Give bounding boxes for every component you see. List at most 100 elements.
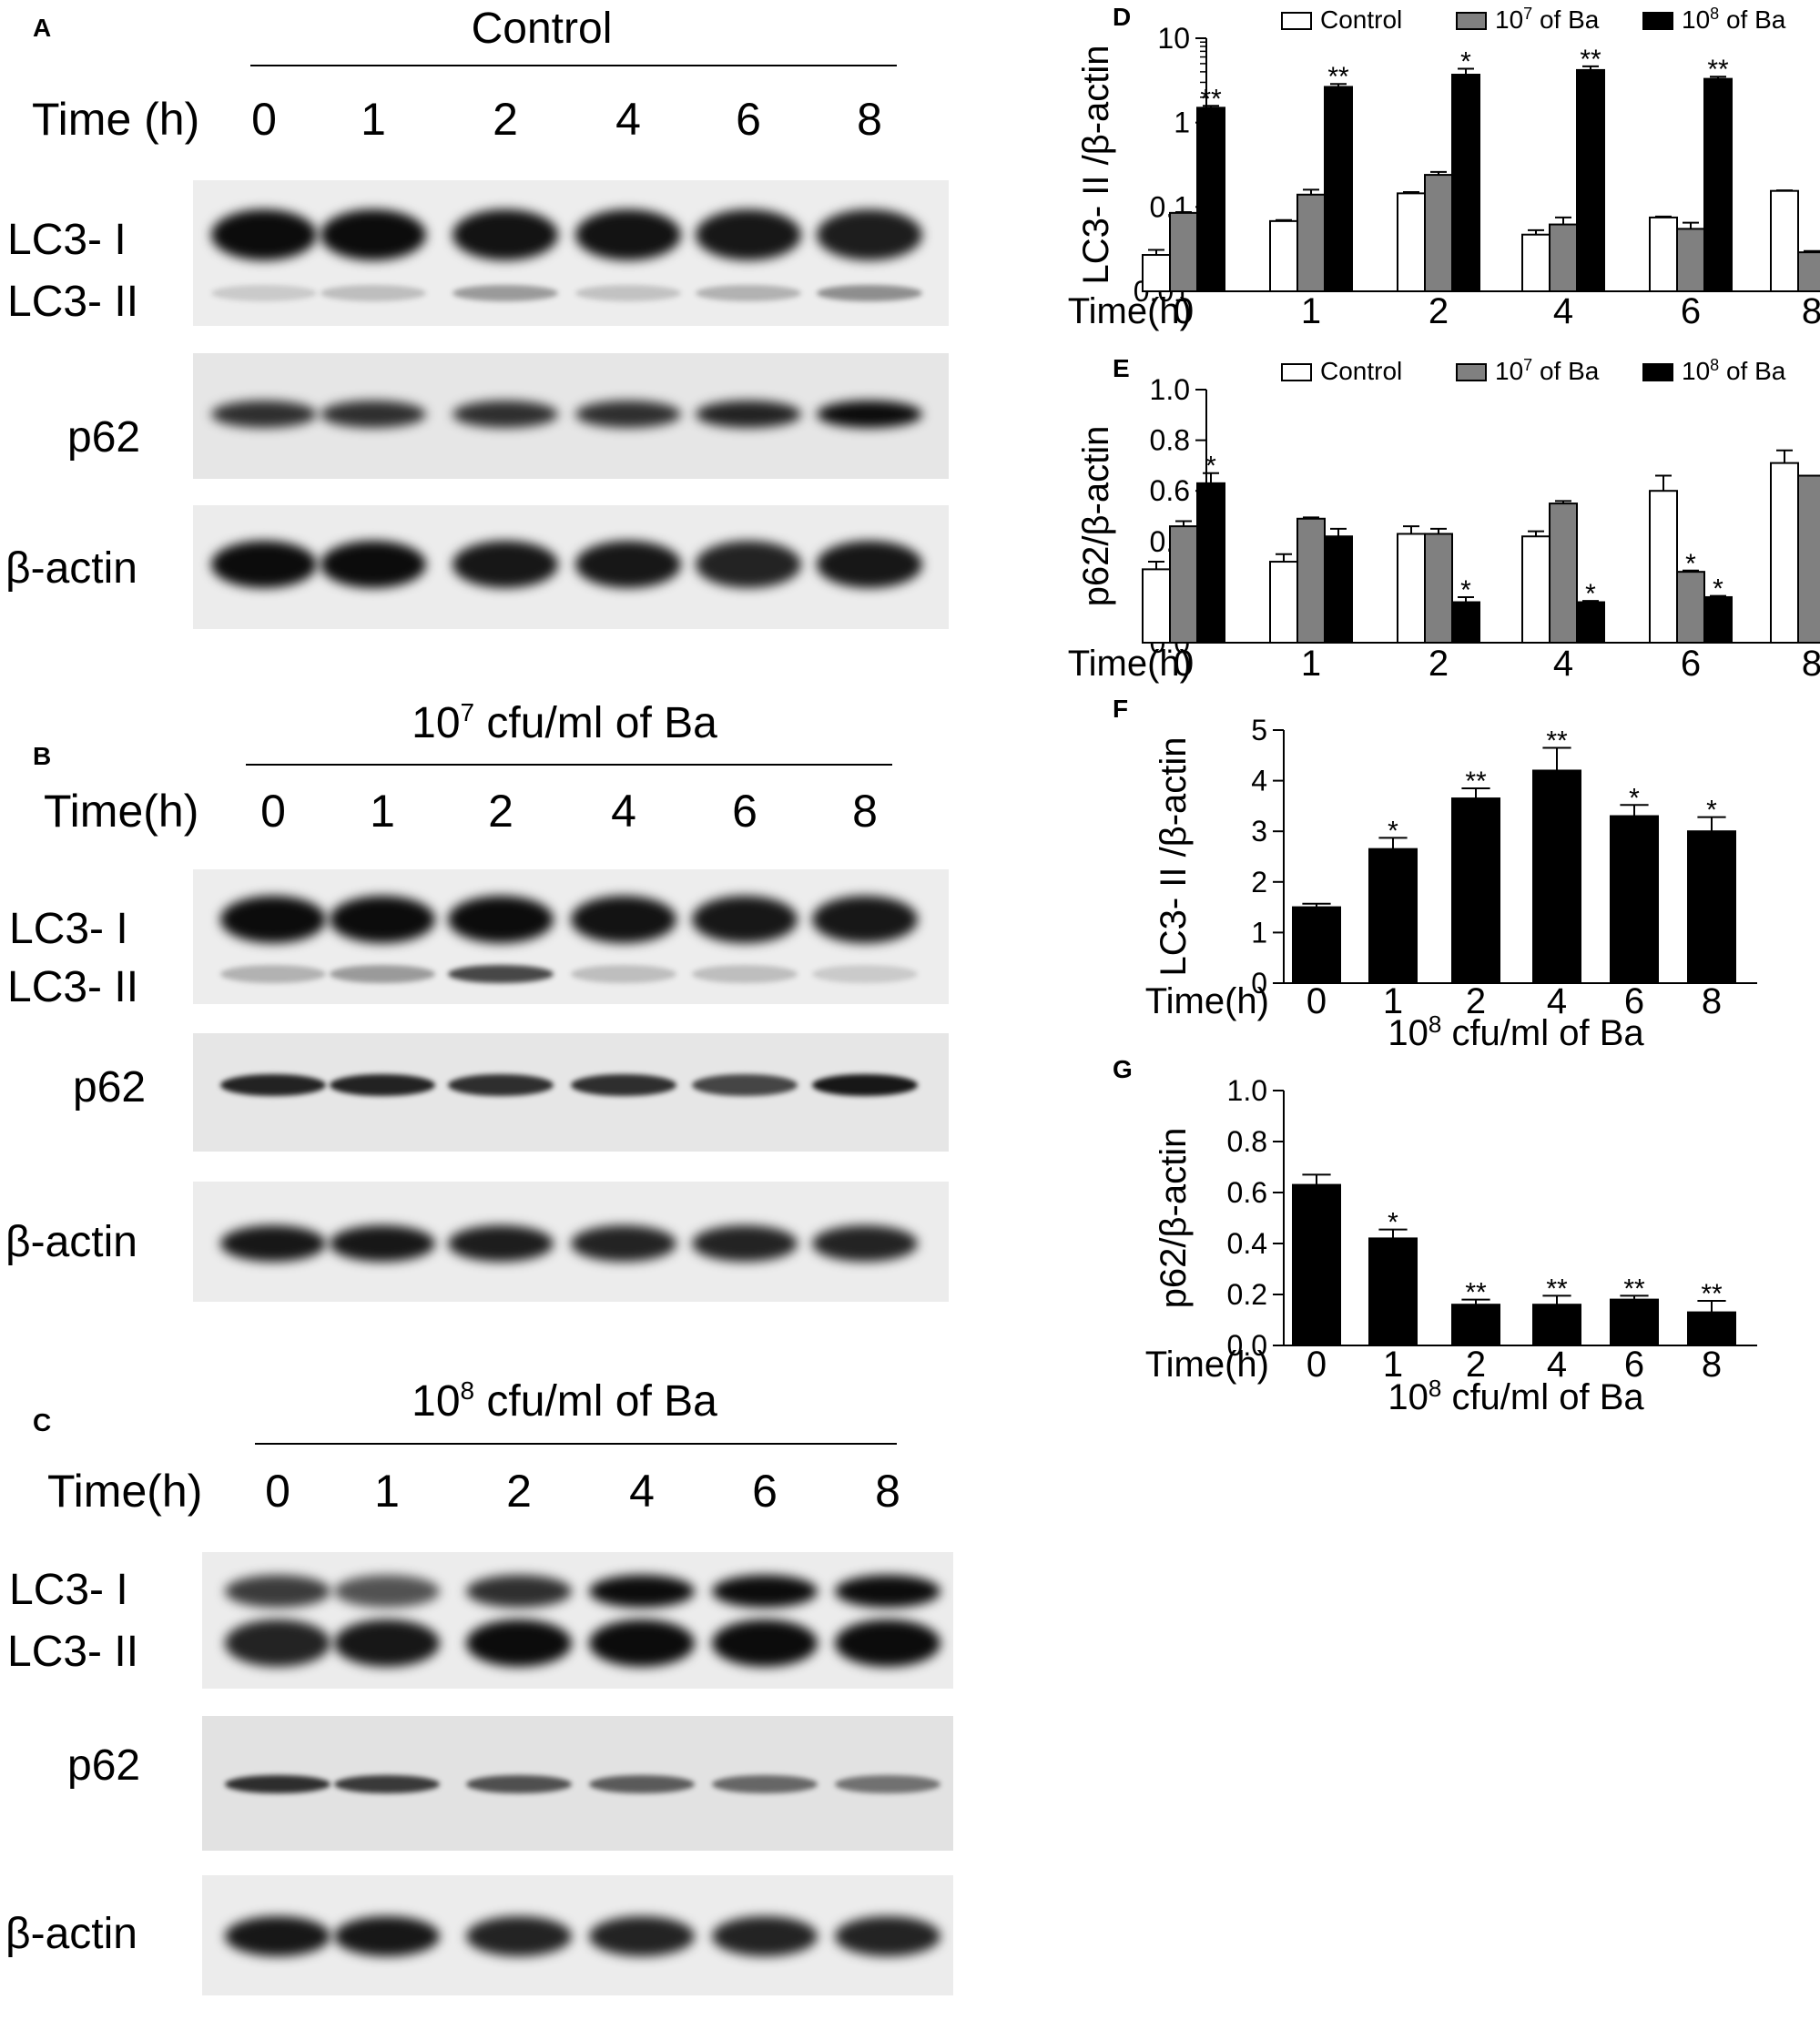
significance-mark: * (1706, 796, 1717, 826)
band-lc3ii (696, 285, 801, 301)
time-point-a: 2 (493, 94, 518, 145)
band-actin (330, 1225, 435, 1262)
x-axis-prefix: Time(h) (1145, 1345, 1269, 1385)
bar (1576, 601, 1605, 645)
membrane-lc3-a (193, 180, 949, 326)
x-tick-label: 8 (1702, 981, 1722, 1021)
band-actin (835, 1916, 941, 1956)
significance-mark: ** (1200, 84, 1222, 114)
band-p62 (817, 401, 922, 428)
band-lc3i (330, 896, 435, 943)
band-lc3ii (575, 285, 681, 301)
legend-label: 108 of Ba (1682, 5, 1786, 34)
y-tick-label: 0.8 (1227, 1125, 1267, 1158)
band-label-actin-b: β-actin (5, 1218, 137, 1266)
x-tick-label: 8 (1802, 291, 1820, 331)
y-tick-label: 0.4 (1227, 1227, 1267, 1260)
band-lc3i (466, 1575, 572, 1608)
band-lc3i (696, 209, 801, 260)
band-lc3i (225, 1575, 330, 1608)
bands-c (225, 1575, 941, 1956)
band-p62 (692, 1074, 798, 1096)
band-label-actin-c: β-actin (5, 1910, 137, 1958)
band-lc3ii (589, 1619, 695, 1667)
bar (1521, 535, 1551, 644)
significance-mark: ** (1546, 1274, 1568, 1304)
y-axis-label: LC3- II /β-actin (1076, 45, 1116, 284)
x-tick-label: 0 (1174, 291, 1194, 331)
band-label-p62-a: p62 (67, 413, 140, 462)
band-actin (225, 1916, 330, 1956)
legend-swatch (1281, 363, 1312, 381)
bar (1451, 74, 1480, 292)
band-lc3ii (225, 1619, 330, 1667)
band-lc3ii (692, 965, 798, 983)
panel-letter-a: A (33, 14, 51, 42)
blot-panel-b: B 107 cfu/ml of Ba Time(h) 0 1 2 4 6 8 LC3- I… (5, 698, 949, 1302)
time-points-a: 0 1 2 4 6 8 (251, 94, 882, 145)
chart-g: G 0.0 0.2 0.4 0.6 0.8 1.0 p62/β-actin Time(h) 0 1 2… (1113, 1055, 1757, 1417)
time-point-b: 2 (488, 786, 513, 837)
y-tick-label: 4 (1251, 765, 1267, 797)
legend-swatch (1456, 363, 1487, 381)
time-point-b: 4 (611, 786, 636, 837)
band-actin (696, 541, 801, 588)
band-actin (448, 1225, 554, 1262)
y-tick-label: 1 (1174, 107, 1190, 139)
legend-label: 108 of Ba (1682, 356, 1786, 385)
bar (1451, 601, 1480, 645)
band-actin (571, 1225, 676, 1262)
band-lc3ii (211, 285, 317, 301)
bar (1770, 462, 1799, 644)
significance-mark: * (1205, 452, 1216, 482)
bar (1142, 568, 1171, 645)
x-axis-sublabel: 108 cfu/ml of Ba (1388, 1375, 1644, 1417)
band-p62 (220, 1074, 326, 1096)
significance-mark: * (1460, 575, 1471, 605)
significance-mark: ** (1465, 1278, 1487, 1308)
time-point-c: 4 (629, 1466, 655, 1517)
band-lc3i (448, 896, 554, 943)
time-point-b: 1 (370, 786, 395, 837)
band-actin (320, 541, 426, 588)
bar (1324, 535, 1353, 644)
bar (1576, 68, 1605, 292)
band-p62 (466, 1775, 572, 1793)
panel-letter-b: B (33, 742, 51, 770)
bar (1296, 193, 1326, 292)
band-label-lc3i-b: LC3- I (9, 905, 128, 953)
x-tick-label: 1 (1383, 981, 1403, 1021)
band-actin (589, 1916, 695, 1956)
band-actin (220, 1225, 326, 1262)
legend-label: 107 of Ba (1495, 5, 1600, 34)
time-point-a: 4 (615, 94, 641, 145)
bar (1797, 251, 1820, 293)
band-p62 (696, 401, 801, 428)
time-point-c: 0 (265, 1466, 290, 1517)
significance-mark: * (1460, 46, 1471, 76)
x-axis-prefix: Time(h) (1068, 644, 1192, 684)
bar (1703, 77, 1733, 292)
y-tick-label: 1 (1251, 916, 1267, 949)
band-p62 (575, 401, 681, 428)
bar (1610, 815, 1659, 985)
band-lc3ii (812, 965, 918, 983)
band-actin (466, 1916, 572, 1956)
x-tick-label: 2 (1429, 291, 1449, 331)
blot-title-b: 107 cfu/ml of Ba (412, 698, 717, 747)
band-label-lc3i-c: LC3- I (9, 1566, 128, 1614)
band-lc3i (817, 209, 922, 260)
bar (1451, 1304, 1500, 1346)
bar (1549, 502, 1578, 644)
time-points-b: 0 1 2 4 6 8 (260, 786, 878, 837)
band-lc3i (812, 896, 918, 943)
band-p62 (448, 1074, 554, 1096)
time-label-a: Time (h) (32, 94, 199, 145)
legend-swatch (1281, 12, 1312, 30)
bar (1397, 192, 1426, 292)
bar (1196, 107, 1225, 292)
y-tick-label: 0 (1251, 967, 1267, 1000)
band-lc3i (575, 209, 681, 260)
significance-mark: ** (1701, 1279, 1723, 1309)
